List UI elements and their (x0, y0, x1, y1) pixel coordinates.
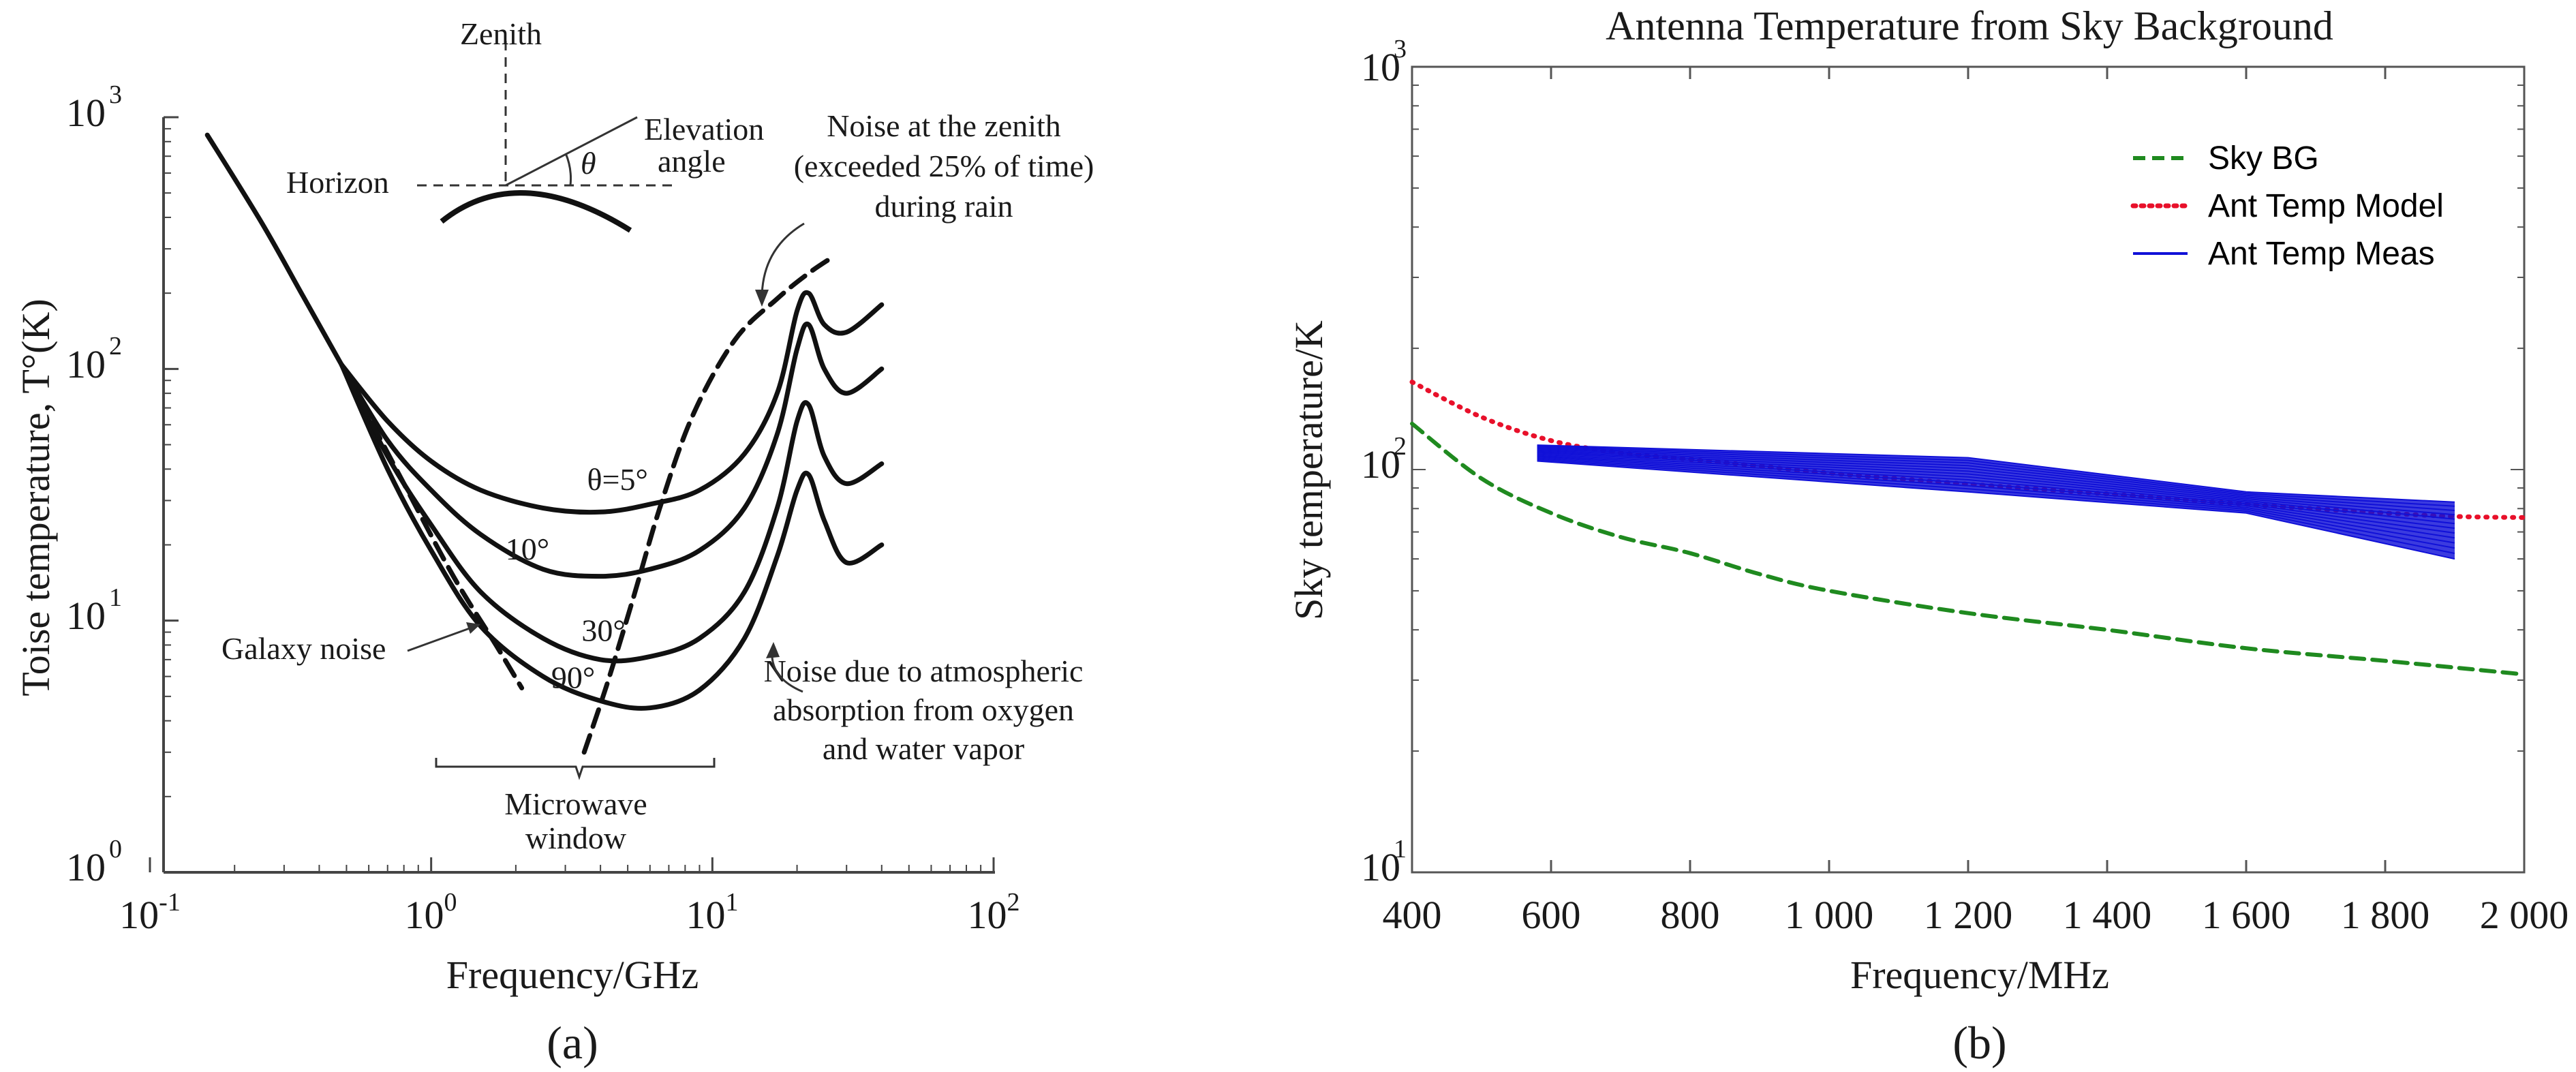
meas-line (1537, 446, 2455, 511)
b-ytick-label: 10 (1361, 45, 1400, 89)
microwave-label-1: Microwave (504, 786, 647, 821)
legend-label-model: Ant Temp Model (2208, 188, 2444, 224)
b-xtick-label: 1 800 (2341, 893, 2430, 937)
atmospheric-arrowhead (766, 642, 780, 658)
earth-arc (440, 190, 632, 233)
zenith-rain-label-3: during rain (874, 189, 1013, 224)
b-ytick-exp: 3 (1394, 35, 1407, 63)
a-curves (204, 132, 885, 755)
b-xtick-label: 1 600 (2202, 893, 2291, 937)
meas-line (1537, 452, 2455, 530)
a-ytick-label: 10 (66, 342, 106, 386)
a-x-axis-title: Frequency/GHz (446, 953, 699, 997)
b-xtick-label: 1 400 (2063, 893, 2152, 937)
a-xtick-label: 10-1 (119, 888, 181, 937)
b-ytick-label: 10 (1361, 442, 1400, 487)
a-ytick-exp: 1 (109, 583, 122, 612)
a-xtick-label: 102 (968, 888, 1020, 937)
a-curve-label: 90° (551, 660, 595, 695)
meas-line (1537, 459, 2455, 554)
b-x-tick-labels: 400 600 800 1 000 1 200 1 400 1 600 1 800 2 000 (1383, 893, 2569, 937)
galaxy-noise-arrow (407, 624, 478, 652)
meas-line (1537, 450, 2455, 525)
meas-line (1537, 446, 2455, 507)
elevation-label: Elevation (644, 112, 764, 147)
a-series-line-4 (339, 362, 885, 711)
meas-line (1537, 457, 2455, 549)
zenith-rain-arrow (761, 222, 805, 299)
b-tick-marks (1411, 67, 2526, 873)
meas-line (1537, 453, 2455, 534)
a-curve-label: 10° (506, 532, 549, 566)
b-x-axis-title: Frequency/MHz (1850, 953, 2109, 997)
b-panel-label: (b) (1952, 1017, 2006, 1069)
a-series-line-5 (343, 372, 525, 690)
a-series-line-3 (339, 362, 885, 664)
a-curve-label: θ=5° (587, 462, 647, 497)
legend-label-meas: Ant Temp Meas (2208, 236, 2435, 272)
a-curve-labels: θ=5° 10° 30° 90° (506, 462, 648, 694)
b-xtick-label: 2 000 (2480, 893, 2569, 937)
zenith-rain-arrowhead (755, 290, 769, 307)
horizon-label: Horizon (286, 165, 389, 200)
b-ytick-exp: 2 (1394, 432, 1407, 461)
a-y-axis-title: Toise temperature, T°(K) (14, 298, 58, 696)
microwave-label-2: window (525, 821, 627, 855)
a-tick-marks (149, 116, 995, 874)
atmospheric-label-1: Noise due to atmospheric (764, 654, 1084, 688)
elevation-diagram: Zenith Horizon Elevation angle θ (286, 16, 764, 233)
a-series-line-2 (339, 321, 885, 579)
a-xtick-label: 101 (686, 888, 739, 937)
b-xtick-label: 800 (1661, 893, 1720, 937)
b-legend: Sky BG Ant Temp Model Ant Temp Meas (2130, 140, 2444, 272)
a-ytick-label: 10 (66, 845, 106, 889)
b-xtick-label: 400 (1383, 893, 1442, 937)
theta-arc (564, 153, 572, 186)
a-series-line-0 (204, 132, 344, 367)
zenith-rain-label-2: (exceeded 25% of time) (794, 149, 1094, 183)
panel-b: Antenna Temperature from Sky Background … (1287, 3, 2569, 1069)
elevation-ray (505, 116, 638, 187)
meas-line (1537, 449, 2455, 520)
meas-line (1537, 456, 2455, 544)
meas-line (1537, 460, 2455, 560)
a-ytick-exp: 3 (109, 80, 122, 109)
a-ytick-label: 10 (66, 91, 106, 135)
zenith-label: Zenith (460, 16, 542, 51)
atmospheric-label-2: absorption from oxygen (773, 692, 1074, 727)
b-xtick-label: 1 000 (1785, 893, 1874, 937)
zenith-rain-label-1: Noise at the zenith (827, 108, 1061, 143)
angle-label: angle (658, 144, 726, 179)
galaxy-noise-arrowhead (466, 622, 480, 634)
meas-line (1537, 448, 2455, 516)
microwave-window-brace (435, 758, 716, 780)
b-ytick-exp: 1 (1394, 835, 1407, 863)
a-ytick-exp: 0 (109, 835, 122, 863)
b-xtick-label: 600 (1522, 893, 1581, 937)
a-series-line-1 (339, 290, 885, 515)
a-curve-label: 30° (581, 613, 625, 648)
a-panel-label: (a) (547, 1017, 598, 1069)
b-series (1409, 380, 2527, 677)
a-series-line-6 (581, 254, 836, 755)
panel-a: 10 0 10 1 10 2 10 3 10-1 100 101 102 Fre… (14, 16, 1094, 1069)
meas-line (1537, 455, 2455, 539)
meas-line (1537, 444, 2455, 503)
a-xtick-label: 100 (405, 888, 457, 937)
b-ytick-label: 10 (1361, 845, 1400, 889)
a-ytick-exp: 2 (109, 332, 122, 361)
a-ytick-label: 10 (66, 594, 106, 638)
legend-label-sky-bg: Sky BG (2208, 140, 2319, 177)
galaxy-noise-label: Galaxy noise (221, 631, 386, 666)
theta-symbol: θ (581, 146, 596, 181)
b-xtick-label: 1 200 (1924, 893, 2013, 937)
b-series-sky-bg (1410, 421, 2526, 677)
b-y-axis-title: Sky temperature/K (1287, 320, 1331, 620)
b-chart-title: Antenna Temperature from Sky Background (1606, 3, 2333, 48)
atmospheric-label-3: and water vapor (823, 731, 1024, 766)
